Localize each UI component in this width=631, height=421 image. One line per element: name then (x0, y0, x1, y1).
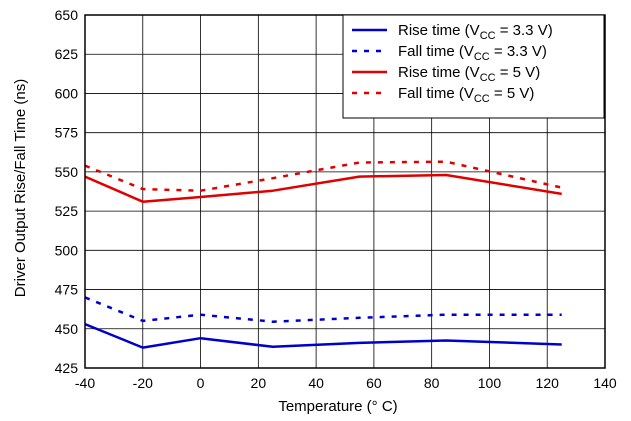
y-tick-label: 525 (55, 203, 79, 219)
x-axis-title: Temperature (° C) (278, 398, 397, 415)
y-tick-label: 625 (55, 46, 79, 62)
y-tick-label: 575 (55, 125, 79, 141)
y-tick-label: 425 (55, 360, 79, 376)
x-tick-label: -40 (75, 375, 95, 391)
legend-label-3: Rise time (VCC = 5 V) (398, 64, 540, 84)
x-tick-labels: -40 -20 0 20 40 60 80 100 120 140 (75, 375, 617, 391)
series-line-2 (84, 296, 562, 323)
y-tick-label: 550 (55, 164, 79, 180)
x-tick-label: 120 (536, 375, 560, 391)
series-line-3 (84, 173, 562, 203)
legend-label-2: Fall time (VCC = 3.3 V) (398, 43, 547, 63)
series-line-4 (84, 160, 562, 192)
y-axis-title: Driver Output Rise/Fall Time (ns) (12, 79, 29, 297)
legend: Rise time (VCC = 3.3 V)Fall time (VCC = … (342, 14, 605, 119)
y-tick-labels: 425 450 475 500 525 550 575 600 625 650 (55, 7, 79, 376)
legend-label-1: Rise time (VCC = 3.3 V) (398, 22, 553, 42)
x-tick-label: 0 (197, 375, 205, 391)
x-tick-label: 100 (478, 375, 502, 391)
legend-label-4: Fall time (VCC = 5 V) (398, 85, 534, 105)
series-line-1 (84, 322, 562, 349)
y-tick-label: 475 (55, 282, 79, 298)
y-tick-label: 450 (55, 321, 79, 337)
x-tick-label: 80 (424, 375, 440, 391)
x-tick-label: -20 (133, 375, 153, 391)
x-tick-label: 40 (308, 375, 324, 391)
y-tick-label: 600 (55, 85, 79, 101)
x-tick-label: 140 (593, 375, 617, 391)
x-tick-label: 60 (366, 375, 382, 391)
series-lines (84, 160, 562, 349)
y-tick-label: 500 (55, 242, 79, 258)
legend-box (342, 14, 605, 119)
x-tick-label: 20 (251, 375, 267, 391)
y-tick-label: 650 (55, 7, 79, 23)
